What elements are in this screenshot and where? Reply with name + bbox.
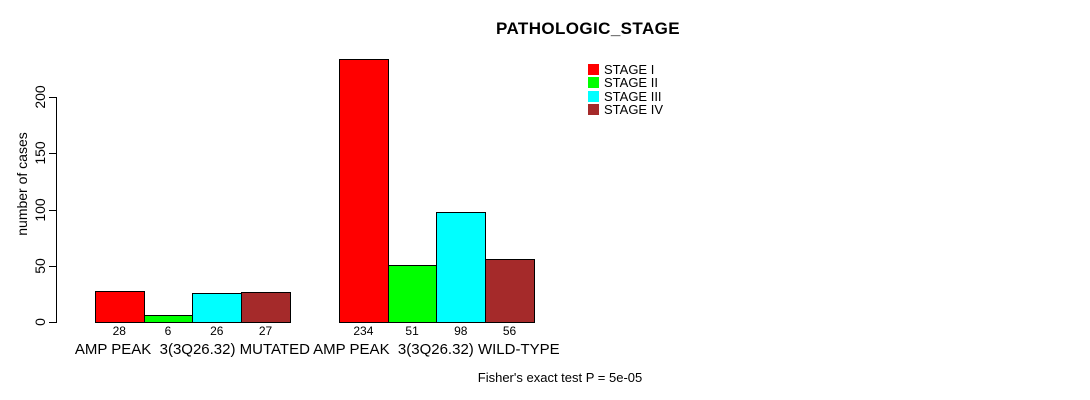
- y-axis-label: number of cases: [14, 132, 30, 236]
- legend-swatch-icon: [588, 77, 599, 89]
- annotation-fisher-test: Fisher's exact test P = 5e-05: [477, 370, 643, 385]
- bar-g0-stage-ii: [144, 315, 193, 324]
- y-axis-tick-label: 50: [32, 257, 48, 274]
- bar-g1-stage-iv: [485, 259, 535, 323]
- bar-g0-stage-iii: [192, 292, 242, 324]
- y-axis-tick-label: 150: [32, 141, 48, 165]
- bar-value-label: 51: [405, 324, 419, 338]
- y-axis-tick-label: 100: [32, 197, 48, 222]
- bar-value-label: 26: [210, 324, 224, 338]
- bar-value-label: 56: [502, 324, 517, 338]
- legend-swatch-icon: [588, 104, 599, 116]
- legend-label: STAGE I: [604, 62, 655, 78]
- legend-label: STAGE II: [604, 75, 658, 91]
- legend-label: STAGE IV: [604, 102, 663, 118]
- group-label-0: AMP PEAK 3(3Q26.32) MUTATED: [74, 341, 310, 358]
- y-axis-tick: [49, 322, 56, 323]
- legend: STAGE I STAGE II STAGE III STAGE IV: [588, 63, 663, 116]
- bar-g1-stage-iii: [436, 211, 486, 324]
- legend-item-stage-iv: STAGE IV: [588, 103, 663, 116]
- legend-label: STAGE III: [604, 88, 662, 104]
- bar-g0-stage-i: [95, 290, 145, 323]
- bar-value-label: 27: [258, 324, 273, 338]
- y-axis-tick: [49, 209, 56, 211]
- legend-swatch-icon: [588, 90, 599, 102]
- bar-value-label: 28: [112, 324, 126, 338]
- bar-g1-stage-ii: [388, 264, 437, 323]
- y-axis-tick: [49, 265, 56, 267]
- legend-item-stage-i: STAGE I: [588, 63, 663, 76]
- y-axis-tick: [49, 97, 56, 98]
- y-axis-tick-label: 200: [32, 85, 48, 109]
- chart-title: PATHOLOGIC_STAGE: [496, 19, 680, 38]
- group-label-1: AMP PEAK 3(3Q26.32) WILD-TYPE: [313, 341, 560, 358]
- bar-value-label: 98: [454, 324, 468, 338]
- bar-g1-stage-i: [339, 58, 389, 324]
- legend-swatch-icon: [588, 64, 599, 76]
- bar-g0-stage-iv: [241, 291, 291, 323]
- bar-value-label: 234: [353, 324, 374, 338]
- y-axis-tick: [49, 153, 56, 155]
- legend-item-stage-iii: STAGE III: [588, 90, 663, 103]
- y-axis-line: [56, 97, 57, 323]
- bar-value-label: 6: [164, 324, 172, 338]
- legend-item-stage-ii: STAGE II: [588, 76, 663, 89]
- y-axis-tick-label: 0: [32, 318, 48, 326]
